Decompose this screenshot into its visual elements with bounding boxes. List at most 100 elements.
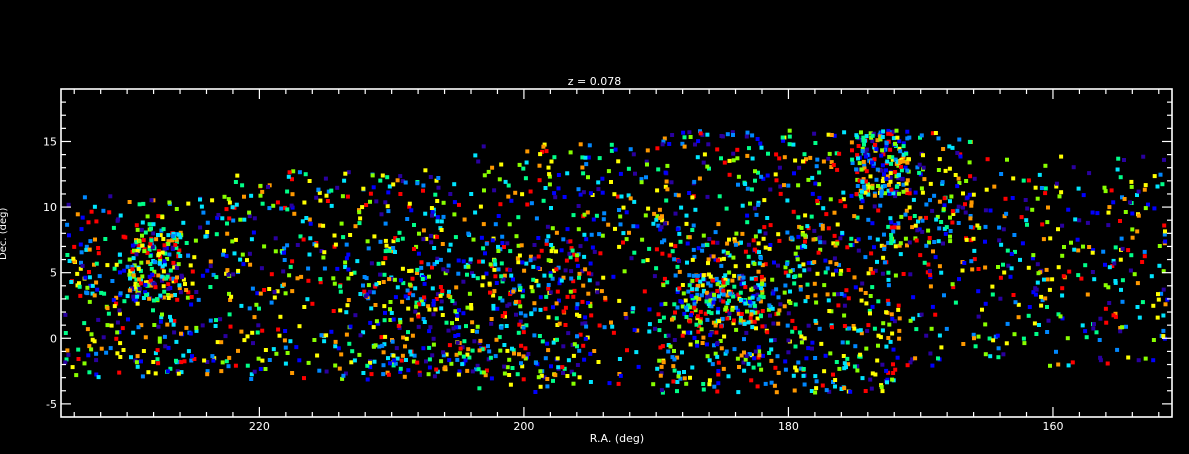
- data-point: [983, 239, 987, 244]
- data-point: [325, 199, 330, 203]
- data-point: [715, 282, 720, 287]
- data-point: [787, 128, 792, 133]
- data-point: [400, 179, 405, 184]
- data-point: [719, 263, 724, 268]
- data-point: [836, 303, 841, 308]
- data-point: [536, 283, 541, 288]
- data-point: [478, 204, 483, 209]
- data-point: [338, 308, 343, 313]
- data-point: [1012, 332, 1017, 337]
- data-point: [238, 257, 243, 262]
- data-point: [1132, 272, 1137, 277]
- data-point: [760, 263, 765, 268]
- data-point: [721, 288, 726, 293]
- data-point: [810, 191, 815, 196]
- data-point: [507, 373, 512, 377]
- data-point: [587, 143, 592, 148]
- data-point: [874, 177, 879, 182]
- data-point: [1036, 271, 1041, 276]
- data-point: [554, 230, 559, 235]
- data-point: [114, 262, 119, 267]
- data-point: [258, 183, 263, 188]
- data-point: [887, 191, 892, 196]
- data-point: [695, 340, 699, 345]
- data-point: [976, 334, 981, 339]
- data-point: [711, 254, 716, 259]
- data-point: [353, 224, 358, 229]
- data-point: [767, 351, 772, 355]
- data-point: [105, 306, 110, 311]
- data-point: [864, 154, 868, 159]
- data-point: [242, 217, 247, 222]
- data-point: [736, 292, 741, 297]
- data-point: [716, 222, 721, 227]
- data-point: [412, 223, 416, 227]
- data-point: [866, 182, 870, 187]
- data-point: [675, 227, 680, 232]
- data-point: [410, 276, 415, 281]
- data-point: [971, 236, 976, 241]
- data-point: [401, 281, 406, 286]
- data-point: [838, 236, 843, 241]
- data-point: [565, 171, 570, 176]
- data-point: [158, 257, 163, 262]
- data-point: [778, 302, 783, 307]
- data-point: [629, 256, 634, 261]
- data-point: [409, 352, 414, 357]
- data-point: [722, 334, 727, 339]
- data-point: [753, 285, 758, 290]
- data-point: [870, 139, 875, 144]
- data-point: [801, 159, 805, 164]
- data-point: [701, 277, 706, 281]
- data-point: [888, 216, 893, 221]
- data-point: [428, 175, 433, 179]
- data-point: [238, 217, 243, 222]
- data-point: [240, 183, 245, 188]
- data-point: [518, 311, 523, 316]
- data-point: [1035, 280, 1040, 285]
- data-point: [285, 243, 290, 248]
- data-point: [297, 358, 302, 363]
- data-point: [357, 221, 362, 226]
- data-point: [863, 389, 868, 393]
- data-point: [997, 225, 1002, 230]
- data-point: [373, 303, 378, 307]
- data-point: [801, 262, 806, 267]
- data-point: [876, 208, 881, 213]
- data-point: [515, 372, 520, 377]
- data-point: [551, 378, 555, 383]
- data-point: [432, 262, 437, 267]
- data-point: [134, 360, 139, 365]
- data-point: [962, 261, 967, 265]
- data-point: [587, 278, 592, 283]
- data-point: [269, 300, 274, 305]
- data-point: [455, 317, 459, 321]
- data-point: [115, 351, 120, 356]
- data-point: [94, 351, 99, 356]
- data-point: [156, 249, 161, 254]
- data-point: [148, 278, 153, 283]
- data-point: [1034, 332, 1039, 336]
- data-point: [759, 174, 764, 179]
- data-point: [903, 165, 908, 170]
- data-point: [480, 259, 485, 264]
- data-point: [422, 320, 427, 324]
- data-point: [475, 329, 479, 334]
- data-point: [507, 357, 512, 362]
- data-point: [148, 241, 153, 246]
- data-point: [447, 343, 452, 348]
- data-point: [561, 275, 566, 280]
- data-point: [803, 299, 808, 304]
- data-point: [837, 151, 842, 156]
- data-point: [87, 344, 92, 349]
- data-point: [242, 338, 247, 343]
- data-point: [701, 273, 706, 278]
- data-point: [691, 247, 696, 252]
- data-point: [109, 323, 114, 328]
- data-point: [749, 312, 754, 317]
- data-point: [855, 364, 860, 369]
- data-point: [561, 344, 566, 349]
- data-point: [647, 322, 652, 327]
- data-point: [185, 295, 190, 300]
- data-point: [577, 375, 582, 380]
